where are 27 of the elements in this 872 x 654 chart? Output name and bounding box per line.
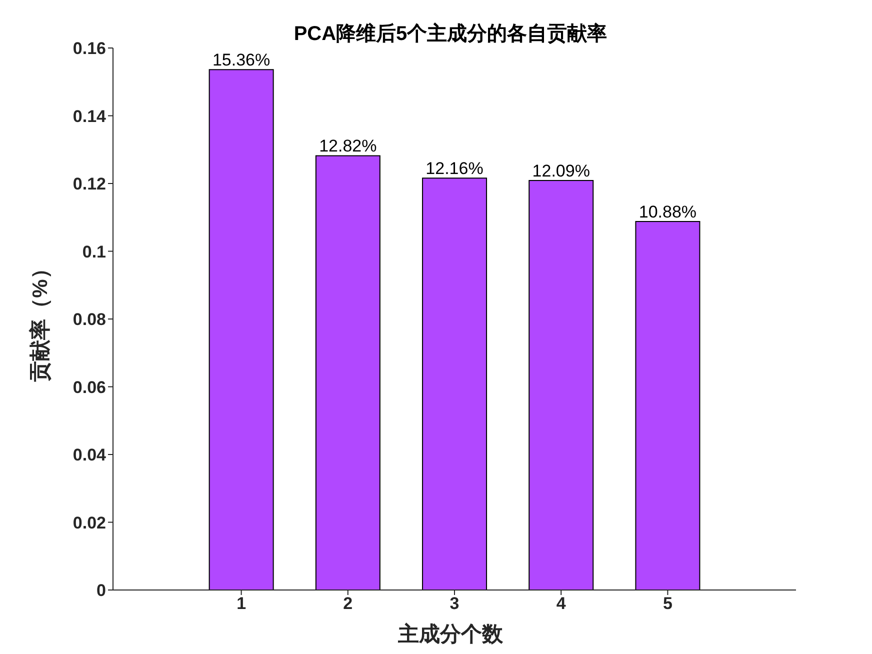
x-tick-label: 3 bbox=[450, 594, 460, 614]
y-tick-label: 0.12 bbox=[72, 174, 106, 194]
x-axis-title: 主成分个数 bbox=[397, 622, 504, 648]
bar bbox=[208, 69, 274, 590]
bar bbox=[635, 220, 700, 590]
x-tick-label: 4 bbox=[556, 594, 566, 614]
data-label: 12.82% bbox=[319, 136, 377, 156]
y-tick-label: 0.08 bbox=[72, 310, 106, 330]
y-axis-title: 贡献率（%） bbox=[28, 258, 53, 382]
y-tick-label: 0.14 bbox=[72, 106, 107, 126]
data-label: 12.16% bbox=[426, 159, 484, 178]
y-tick-label: 0.1 bbox=[82, 242, 106, 262]
data-label: 12.09% bbox=[532, 161, 590, 180]
bar bbox=[422, 178, 488, 590]
chart-title: PCA降维后5个主成分的各自贡献率 bbox=[292, 22, 608, 47]
y-tick-label: 0.06 bbox=[72, 378, 106, 397]
x-tick-label: 1 bbox=[236, 594, 246, 614]
data-label: 15.36% bbox=[212, 50, 270, 70]
bar bbox=[315, 155, 380, 590]
y-tick-label: 0 bbox=[96, 581, 106, 600]
y-tick-label: 0.16 bbox=[72, 39, 106, 58]
bar bbox=[528, 180, 594, 590]
data-label: 10.88% bbox=[638, 202, 697, 222]
y-tick-label: 0.04 bbox=[72, 446, 107, 465]
x-tick-label: 5 bbox=[662, 594, 672, 614]
x-tick-label: 2 bbox=[343, 594, 353, 614]
y-tick-label: 0.02 bbox=[72, 513, 106, 532]
